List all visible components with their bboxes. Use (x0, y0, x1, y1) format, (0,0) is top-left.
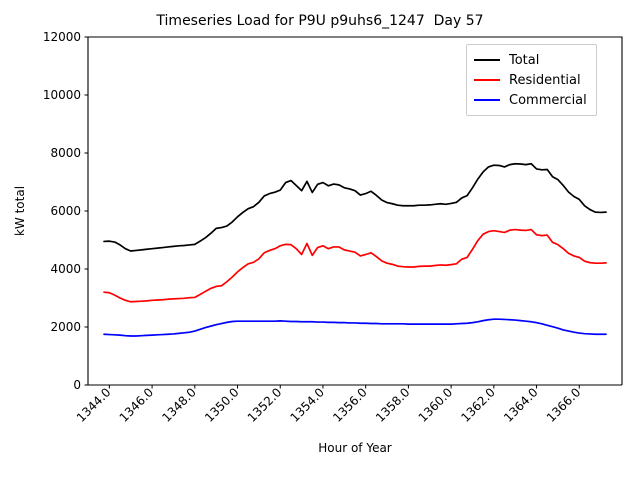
series-line-commercial (103, 318, 607, 337)
legend-label: Residential (509, 72, 581, 88)
y-axis-label: kW total (13, 186, 27, 236)
x-tick-label: 1350.0 (202, 385, 242, 425)
y-tick-label: 6000 (50, 204, 81, 218)
legend-item-commercial: Commercial (474, 90, 587, 110)
legend-item-residential: Residential (474, 70, 587, 90)
x-tick-label: 1362.0 (458, 385, 498, 425)
legend-swatch-residential-icon (474, 79, 500, 81)
x-tick-label: 1348.0 (159, 385, 199, 425)
legend-label: Commercial (509, 92, 587, 108)
y-axis-ticks: 0 2000 4000 6000 8000 10000 12000 (43, 30, 88, 392)
x-tick-label: 1346.0 (117, 385, 157, 425)
chart-legend: Total Residential Commercial (466, 44, 597, 116)
legend-swatch-commercial-icon (474, 99, 500, 101)
axis-spines (87, 37, 622, 386)
y-tick-label: 2000 (50, 320, 81, 334)
y-tick-label: 8000 (50, 146, 81, 160)
y-tick-label: 10000 (43, 88, 81, 102)
x-axis-label: Hour of Year (318, 441, 392, 455)
x-tick-label: 1354.0 (287, 385, 327, 425)
x-tick-label: 1358.0 (373, 385, 413, 425)
x-tick-label: 1366.0 (544, 385, 584, 425)
x-axis-ticks: 1344.0 1346.0 1348.0 1350.0 1352.0 1354.0 1356… (74, 385, 584, 425)
series-line-total (103, 162, 607, 252)
y-tick-label: 4000 (50, 262, 81, 276)
legend-label: Total (509, 52, 540, 68)
series-line-residential (103, 228, 607, 303)
x-tick-label: 1356.0 (330, 385, 370, 425)
legend-swatch-total-icon (474, 59, 500, 61)
chart-title: Timeseries Load for P9U p9uhs6_1247 Day … (156, 13, 484, 29)
legend-item-total: Total (474, 50, 587, 70)
axis-spines-top-right (88, 36, 623, 385)
y-tick-label: 0 (73, 378, 81, 392)
x-tick-label: 1360.0 (416, 385, 456, 425)
x-tick-label: 1364.0 (501, 385, 541, 425)
x-tick-label: 1352.0 (245, 385, 285, 425)
y-tick-label: 12000 (43, 30, 81, 44)
data-series-group (103, 162, 607, 337)
